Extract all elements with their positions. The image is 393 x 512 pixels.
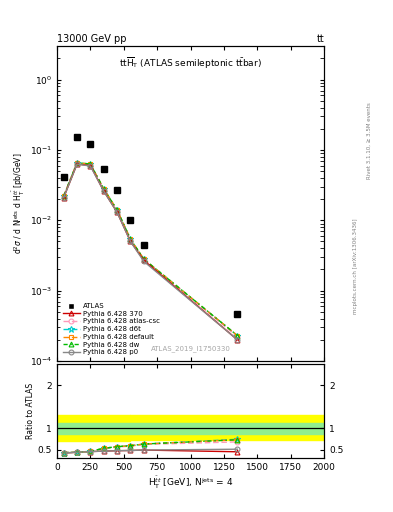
Text: tt$\overline{\rm H}_{\rm T}$ (ATLAS semileptonic t$\bar{\rm t}$bar): tt$\overline{\rm H}_{\rm T}$ (ATLAS semi… (119, 55, 262, 71)
Y-axis label: d$^2\sigma$ / d N$^{\mathrm{jets}}$ d H$_\mathrm{T}^{t\bar{t}}$ [pb/GeV]: d$^2\sigma$ / d N$^{\mathrm{jets}}$ d H$… (11, 153, 27, 254)
X-axis label: H$_\mathrm{T}^{\bar{t}t}$ [GeV], N$^{\mathrm{jets}}$ = 4: H$_\mathrm{T}^{\bar{t}t}$ [GeV], N$^{\ma… (148, 475, 233, 491)
Legend: ATLAS, Pythia 6.428 370, Pythia 6.428 atlas-csc, Pythia 6.428 d6t, Pythia 6.428 : ATLAS, Pythia 6.428 370, Pythia 6.428 at… (61, 301, 162, 357)
Text: ATLAS_2019_I1750330: ATLAS_2019_I1750330 (151, 345, 231, 352)
Text: mcplots.cern.ch [arXiv:1306.3436]: mcplots.cern.ch [arXiv:1306.3436] (353, 219, 358, 314)
Text: Rivet 3.1.10, ≥ 3.5M events: Rivet 3.1.10, ≥ 3.5M events (367, 102, 372, 179)
Y-axis label: Ratio to ATLAS: Ratio to ATLAS (26, 383, 35, 439)
Text: 13000 GeV pp: 13000 GeV pp (57, 33, 127, 44)
Text: tt: tt (316, 33, 324, 44)
